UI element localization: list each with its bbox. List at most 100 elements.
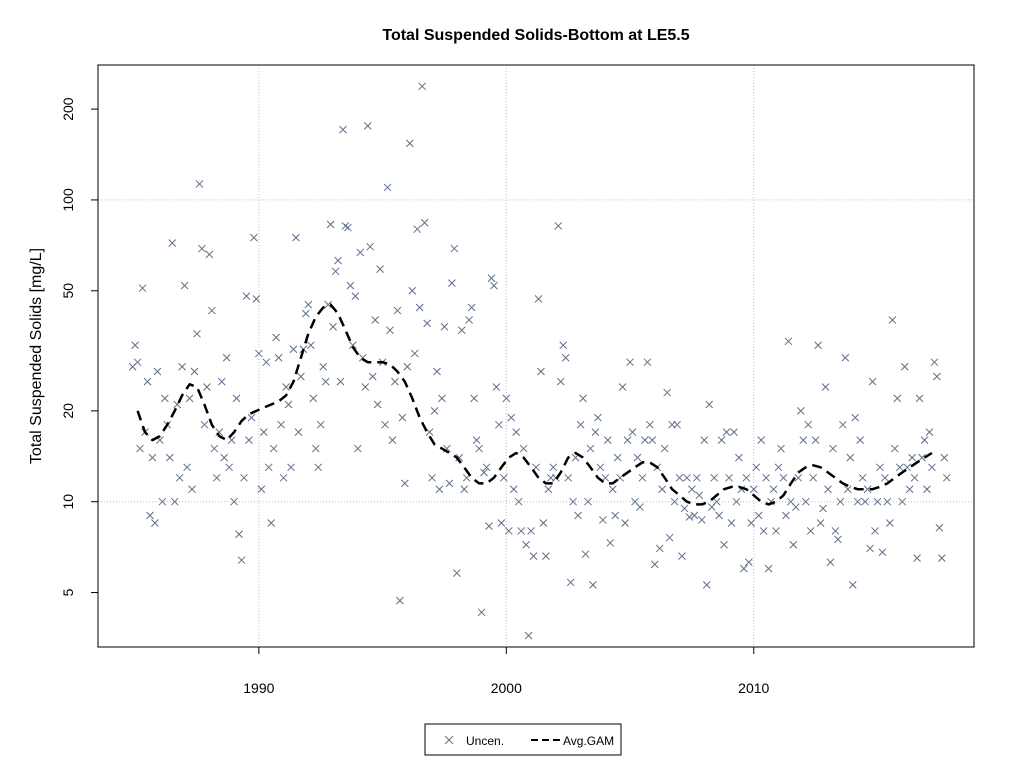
data-point bbox=[594, 413, 602, 422]
data-point bbox=[586, 444, 595, 453]
data-point bbox=[195, 180, 204, 188]
data-point bbox=[193, 329, 201, 338]
data-point bbox=[430, 407, 439, 415]
data-point bbox=[178, 362, 186, 371]
data-point bbox=[868, 377, 877, 386]
data-point bbox=[645, 420, 654, 429]
data-point bbox=[834, 535, 842, 544]
data-point bbox=[504, 527, 513, 535]
data-point bbox=[492, 383, 501, 391]
data-point bbox=[309, 394, 318, 403]
data-point bbox=[764, 564, 773, 573]
data-point bbox=[522, 540, 530, 549]
data-point bbox=[519, 444, 528, 453]
data-point bbox=[302, 309, 310, 318]
data-point bbox=[388, 436, 397, 444]
data-point bbox=[284, 400, 293, 409]
data-point bbox=[905, 485, 914, 494]
data-point bbox=[549, 463, 558, 472]
data-point bbox=[183, 463, 191, 472]
data-point bbox=[220, 453, 229, 462]
data-point bbox=[579, 394, 587, 403]
data-point bbox=[250, 233, 258, 242]
data-point bbox=[598, 516, 607, 524]
data-point bbox=[311, 444, 320, 453]
data-point bbox=[277, 420, 285, 429]
data-point bbox=[153, 367, 162, 376]
data-point bbox=[529, 552, 538, 561]
data-point bbox=[180, 281, 189, 290]
data-point bbox=[257, 485, 266, 494]
y-axis-label: Total Suspended Solids [mg/L] bbox=[28, 248, 45, 464]
data-point bbox=[846, 453, 855, 462]
data-point bbox=[650, 560, 659, 569]
data-point bbox=[245, 436, 253, 444]
data-point bbox=[838, 420, 847, 429]
data-point bbox=[858, 473, 867, 482]
data-point bbox=[324, 300, 332, 309]
data-point bbox=[376, 265, 384, 273]
data-point bbox=[670, 497, 679, 506]
data-point bbox=[235, 530, 243, 539]
data-point bbox=[267, 519, 276, 527]
data-point bbox=[628, 428, 637, 437]
data-point bbox=[353, 444, 362, 453]
data-point bbox=[643, 358, 652, 367]
data-point bbox=[497, 519, 506, 527]
data-point bbox=[799, 436, 808, 444]
data-point bbox=[559, 341, 568, 350]
data-point bbox=[801, 497, 810, 506]
data-point bbox=[282, 383, 290, 391]
data-point bbox=[697, 516, 706, 524]
data-point bbox=[490, 281, 498, 290]
data-point bbox=[158, 497, 167, 506]
legend: Uncen. Avg.GAM bbox=[424, 723, 622, 756]
data-point bbox=[190, 367, 199, 376]
x-tick-label: 2000 bbox=[491, 680, 522, 696]
data-point bbox=[136, 444, 144, 453]
data-point bbox=[915, 394, 924, 403]
data-point bbox=[690, 511, 699, 520]
data-point bbox=[735, 453, 743, 462]
data-point bbox=[705, 400, 714, 409]
data-point bbox=[455, 453, 464, 462]
data-point bbox=[403, 362, 412, 371]
data-point bbox=[413, 225, 422, 234]
data-point bbox=[349, 341, 357, 350]
data-point bbox=[606, 539, 615, 547]
data-point bbox=[678, 552, 686, 561]
data-point bbox=[477, 608, 486, 617]
data-point bbox=[207, 306, 216, 315]
data-point bbox=[316, 420, 325, 429]
data-point bbox=[910, 473, 919, 482]
data-point bbox=[819, 504, 827, 513]
data-point bbox=[438, 394, 446, 403]
data-point bbox=[930, 358, 939, 367]
data-point bbox=[589, 581, 597, 589]
data-point bbox=[935, 523, 944, 532]
data-point bbox=[876, 463, 884, 472]
data-point bbox=[633, 453, 642, 462]
data-point bbox=[900, 362, 909, 371]
data-point bbox=[940, 453, 949, 462]
data-point bbox=[346, 281, 355, 290]
data-point bbox=[465, 316, 474, 324]
data-point bbox=[512, 428, 521, 437]
data-point bbox=[584, 497, 592, 506]
data-point bbox=[319, 362, 328, 371]
data-point bbox=[428, 473, 436, 482]
data-point bbox=[623, 436, 632, 444]
data-point bbox=[418, 82, 427, 91]
data-point bbox=[804, 420, 813, 429]
data-point bbox=[806, 527, 815, 535]
data-point bbox=[660, 444, 669, 453]
data-point bbox=[841, 353, 850, 362]
data-point bbox=[472, 436, 481, 444]
data-point bbox=[826, 558, 835, 567]
data-point bbox=[274, 353, 283, 362]
data-point bbox=[146, 511, 154, 520]
data-point bbox=[871, 527, 879, 535]
data-point bbox=[730, 428, 738, 437]
data-point bbox=[933, 372, 941, 381]
